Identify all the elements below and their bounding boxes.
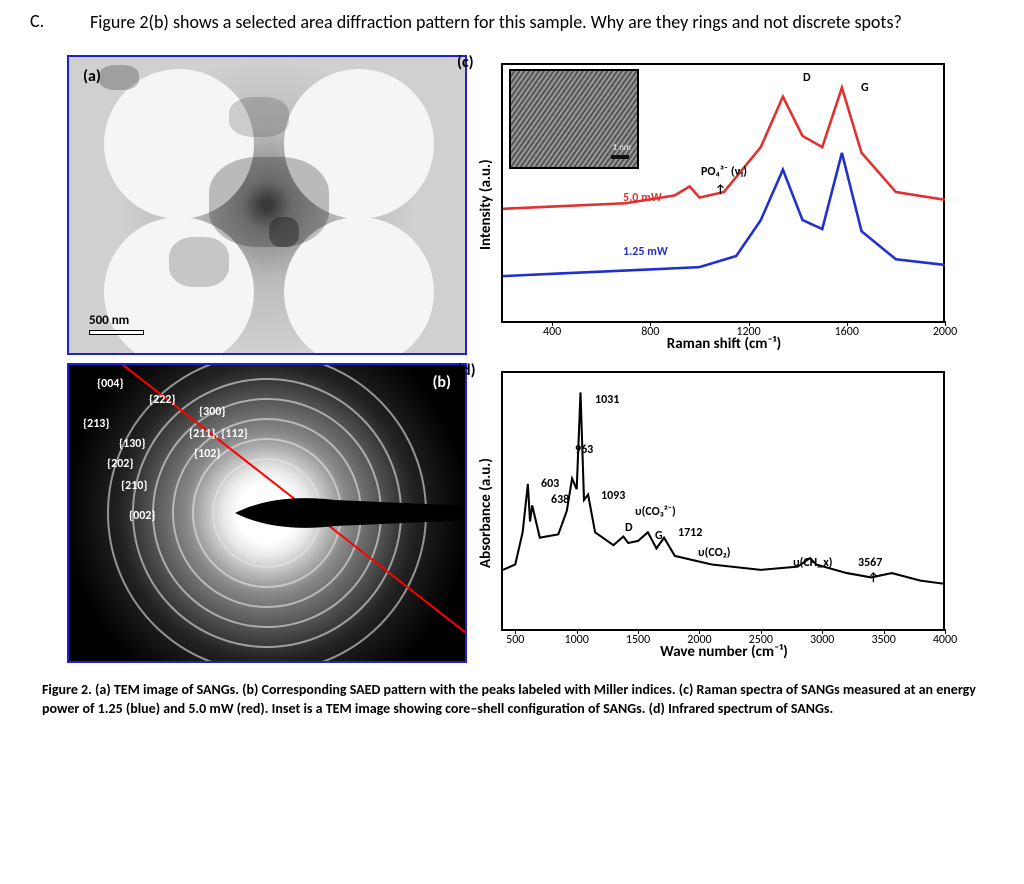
tick-mark: [515, 629, 516, 634]
figure-grid: (a) 500 nm (c) Intensity (a.u.) 1 nm Ram…: [67, 55, 957, 663]
beam-stop: [235, 488, 465, 538]
tick-mark: [699, 629, 700, 634]
ir-peak-label: 638: [551, 493, 569, 507]
raman-xtick: 2000: [933, 325, 957, 339]
tem-particle: [229, 97, 289, 137]
ir-peak-label: 1093: [601, 489, 625, 503]
raman-legend-blue: 1.25 mW: [623, 245, 668, 259]
tick-mark: [650, 321, 651, 326]
ir-peak-label: G: [655, 529, 663, 543]
tem-particle: [169, 237, 229, 287]
ir-svg: [503, 371, 945, 629]
raman-peak-label: ↑: [715, 183, 726, 197]
raman-peak-label: PO₄³⁻ (ν₁): [701, 165, 747, 179]
raman-xtick: 1200: [736, 325, 760, 339]
ir-xtick: 3500: [871, 633, 895, 647]
miller-index-label: {211}, {112}: [189, 427, 248, 441]
miller-index-label: {222}: [149, 393, 176, 407]
panel-d-label: (d): [457, 361, 476, 380]
raman-xtick: 1600: [835, 325, 859, 339]
ir-xtick: 1000: [564, 633, 588, 647]
ir-xtick: 1500: [626, 633, 650, 647]
panel-a-label: (a): [83, 67, 101, 86]
ir-peak-label: 603: [541, 477, 559, 491]
raman-xtick: 400: [543, 325, 561, 339]
tick-mark: [638, 629, 639, 634]
ir-xtick: 3000: [810, 633, 834, 647]
raman-chart: Intensity (a.u.) 1 nm Raman shift (cm⁻¹)…: [475, 55, 955, 355]
tick-mark: [945, 321, 946, 326]
tick-mark: [945, 629, 946, 634]
ir-peak-label: 1712: [678, 526, 702, 540]
tick-mark: [884, 629, 885, 634]
raman-plot-area: 1 nm Raman shift (cm⁻¹) 5.0 mW1.25 mW400…: [501, 63, 945, 323]
ir-peak-label: D: [625, 521, 633, 535]
ir-peak-label: 1031: [595, 393, 619, 407]
panel-c-label: (c): [457, 53, 474, 72]
panel-b-label: (b): [432, 373, 451, 392]
question-row: C. Figure 2(b) shows a selected area dif…: [30, 10, 994, 35]
tick-mark: [761, 629, 762, 634]
ir-xtick: 2500: [749, 633, 773, 647]
scale-bar-a: 500 nm: [89, 313, 144, 335]
tick-mark: [847, 321, 848, 326]
scale-text-a: 500 nm: [89, 313, 129, 328]
ir-peak-label: υ(CO₃²⁻): [635, 505, 676, 519]
tem-particle: [99, 65, 139, 90]
ir-xtick: 4000: [933, 633, 957, 647]
raman-ylabel: Intensity (a.u.): [475, 55, 497, 355]
tick-mark: [577, 629, 578, 634]
scale-line-a: [89, 330, 144, 335]
panel-a-tem: (a) 500 nm: [67, 55, 467, 355]
ir-peak-label: ↑: [868, 571, 879, 585]
question-letter: C.: [30, 10, 50, 35]
ir-xtick: 500: [506, 633, 524, 647]
ir-peak-label: υ(CO₂): [698, 546, 731, 560]
ir-peak-label: 3567: [858, 556, 882, 570]
raman-peak-label: D: [803, 71, 811, 85]
tem-particle: [269, 217, 299, 247]
ir-chart: Absorbance (a.u.) Wave number (cm⁻¹) 500…: [475, 363, 955, 663]
question-text: Figure 2(b) shows a selected area diffra…: [90, 10, 902, 35]
panel-d-ir: (d) Absorbance (a.u.) Wave number (cm⁻¹)…: [475, 363, 955, 663]
raman-xtick: 800: [641, 325, 659, 339]
tick-mark: [749, 321, 750, 326]
miller-index-label: {300}: [199, 405, 226, 419]
ir-ylabel: Absorbance (a.u.): [475, 363, 497, 663]
ir-peak-label: υ(CH_x): [793, 556, 832, 570]
tick-mark: [822, 629, 823, 634]
figure-caption: Figure 2. (a) TEM image of SANGs. (b) Co…: [42, 681, 982, 719]
miller-index-label: {102}: [194, 447, 221, 461]
miller-index-label: {002}: [129, 509, 156, 523]
miller-index-label: {130}: [119, 437, 146, 451]
raman-peak-label: G: [861, 81, 869, 95]
raman-legend-red: 5.0 mW: [623, 191, 662, 205]
miller-index-label: {004}: [97, 377, 124, 391]
ir-xtick: 2000: [687, 633, 711, 647]
miller-index-label: {210}: [121, 479, 148, 493]
raman-xlabel: Raman shift (cm⁻¹): [503, 335, 945, 353]
tem-background: (a) 500 nm: [69, 57, 465, 353]
ir-plot-area: Wave number (cm⁻¹) 500100015002000250030…: [501, 371, 945, 631]
saed-background: (b) {004} {222} {300} {213} {211}, {112} {130…: [69, 365, 465, 661]
panel-c-raman: (c) Intensity (a.u.) 1 nm Raman shift (c…: [475, 55, 955, 355]
ir-peak-label: 963: [575, 443, 593, 457]
miller-index-label: {202}: [107, 457, 134, 471]
tick-mark: [552, 321, 553, 326]
miller-index-label: {213}: [83, 417, 110, 431]
panel-b-saed: (b) {004} {222} {300} {213} {211}, {112} {130…: [67, 363, 467, 663]
